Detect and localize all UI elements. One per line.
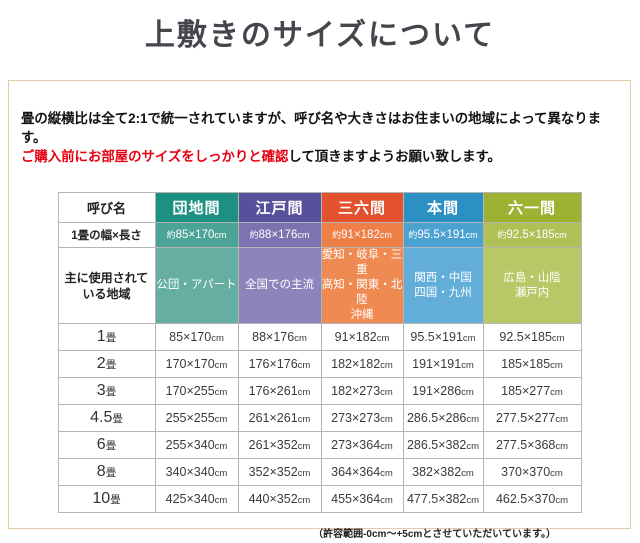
row-label-region: 主に使用されて いる地域 [57,247,156,324]
size-value-cell: 277.5×277cm [482,404,582,432]
size-value-cell: 286.5×382cm [402,431,484,459]
size-value-cell: 170×170cm [154,350,239,378]
region-cell: 全国での主流 [237,247,322,324]
content-box: 畳の縦横比は全て2:1で統一されていますが、呼び名や大きさはお住まいの地域によっ… [8,80,631,540]
size-row-label: 4.5畳 [57,404,156,432]
size-value-cell: 261×261cm [237,404,322,432]
size-row-label: 8畳 [57,458,156,486]
size-value-cell: 352×352cm [237,458,322,486]
size-value-cell: 191×191cm [402,350,484,378]
region-cell: 公団・アパート [154,247,239,324]
one-mat-size-cell: 約85×170cm [154,222,239,248]
size-value-cell: 88×176cm [237,323,322,351]
table-row: 主に使用されて いる地域 公団・アパート 全国での主流 愛知・岐阜・三重 高知・関東・北陸… [57,247,582,324]
size-value-cell: 170×255cm [154,377,239,405]
one-mat-size-cell: 約92.5×185cm [482,222,582,248]
size-value-cell: 425×340cm [154,485,239,513]
size-value-cell: 255×255cm [154,404,239,432]
size-value-cell: 462.5×370cm [482,485,582,513]
size-value-cell: 370×370cm [482,458,582,486]
one-mat-size-cell: 約91×182cm [320,222,404,248]
region-cell: 広島・山陰 瀬戸内 [482,247,582,324]
region-cell: 愛知・岐阜・三重 高知・関東・北陸 沖縄 [320,247,404,324]
region-cell: 関西・中国 四国・九州 [402,247,484,324]
intro-text: 畳の縦横比は全て2:1で統一されていますが、呼び名や大きさはお住まいの地域によっ… [21,109,618,166]
size-value-cell: 273×364cm [320,431,404,459]
size-value-cell: 91×182cm [320,323,404,351]
size-value-cell: 477.5×382cm [402,485,484,513]
page-title: 上敷きのサイズについて [144,19,496,52]
size-value-cell: 95.5×191cm [402,323,484,351]
size-value-cell: 185×185cm [482,350,582,378]
one-mat-size-cell: 約88×176cm [237,222,322,248]
table-row: 1畳 85×170cm 88×176cm 91×182cm 95.5×191cm 92.5… [57,323,582,351]
size-value-cell: 176×261cm [237,377,322,405]
column-header: 団地間 [154,192,239,223]
table-row: 3畳 170×255cm 176×261cm 182×273cm 191×286cm 18… [57,377,582,405]
table-row: 1畳の幅×長さ 約85×170cm 約88×176cm 約91×182cm 約95.5×… [57,222,582,248]
size-value-cell: 182×182cm [320,350,404,378]
table-row: 8畳 340×340cm 352×352cm 364×364cm 382×382cm 37… [57,458,582,486]
table-row: 2畳 170×170cm 176×176cm 182×182cm 191×191cm 18… [57,350,582,378]
size-value-cell: 261×352cm [237,431,322,459]
column-header: 本間 [402,192,484,223]
table-row: 6畳 255×340cm 261×352cm 273×364cm 286.5×382cm… [57,431,582,459]
size-value-cell: 455×364cm [320,485,404,513]
size-value-cell: 273×273cm [320,404,404,432]
size-value-cell: 340×340cm [154,458,239,486]
size-value-cell: 440×352cm [237,485,322,513]
size-value-cell: 277.5×368cm [482,431,582,459]
size-value-cell: 185×277cm [482,377,582,405]
column-header: 三六間 [320,192,404,223]
size-value-cell: 364×364cm [320,458,404,486]
size-value-cell: 176×176cm [237,350,322,378]
size-value-cell: 382×382cm [402,458,484,486]
table-row: 4.5畳 255×255cm 261×261cm 273×273cm 286.5×286… [57,404,582,432]
size-row-label: 6畳 [57,431,156,459]
size-value-cell: 255×340cm [154,431,239,459]
intro-line2-rest: して頂きますようお願い致します。 [288,149,501,164]
table-row: 10畳 425×340cm 440×352cm 455×364cm 477.5×382c… [57,485,582,513]
tatami-size-table: 呼び名 団地間 江戸間 三六間 本間 六一間 1畳の幅×長さ 約85×170cm 約88×176… [57,192,582,513]
size-value-cell: 191×286cm [402,377,484,405]
size-value-cell: 85×170cm [154,323,239,351]
size-row-label: 3畳 [57,377,156,405]
intro-line1: 畳の縦横比は全て2:1で統一されていますが、呼び名や大きさはお住まいの地域によっ… [21,111,602,145]
table-row: 呼び名 団地間 江戸間 三六間 本間 六一間 [57,192,582,223]
one-mat-size-cell: 約95.5×191cm [402,222,484,248]
intro-line2-warning: ご購入前にお部屋のサイズをしっかりと確認 [21,149,289,164]
size-value-cell: 182×273cm [320,377,404,405]
corner-header: 呼び名 [57,192,156,223]
size-row-label: 2畳 [57,350,156,378]
size-value-cell: 92.5×185cm [482,323,582,351]
row-label-width: 1畳の幅×長さ [57,222,156,248]
column-header: 江戸間 [237,192,322,223]
size-row-label: 1畳 [57,323,156,351]
size-value-cell: 286.5×286cm [402,404,484,432]
column-header: 六一間 [482,192,582,223]
size-row-label: 10畳 [57,485,156,513]
